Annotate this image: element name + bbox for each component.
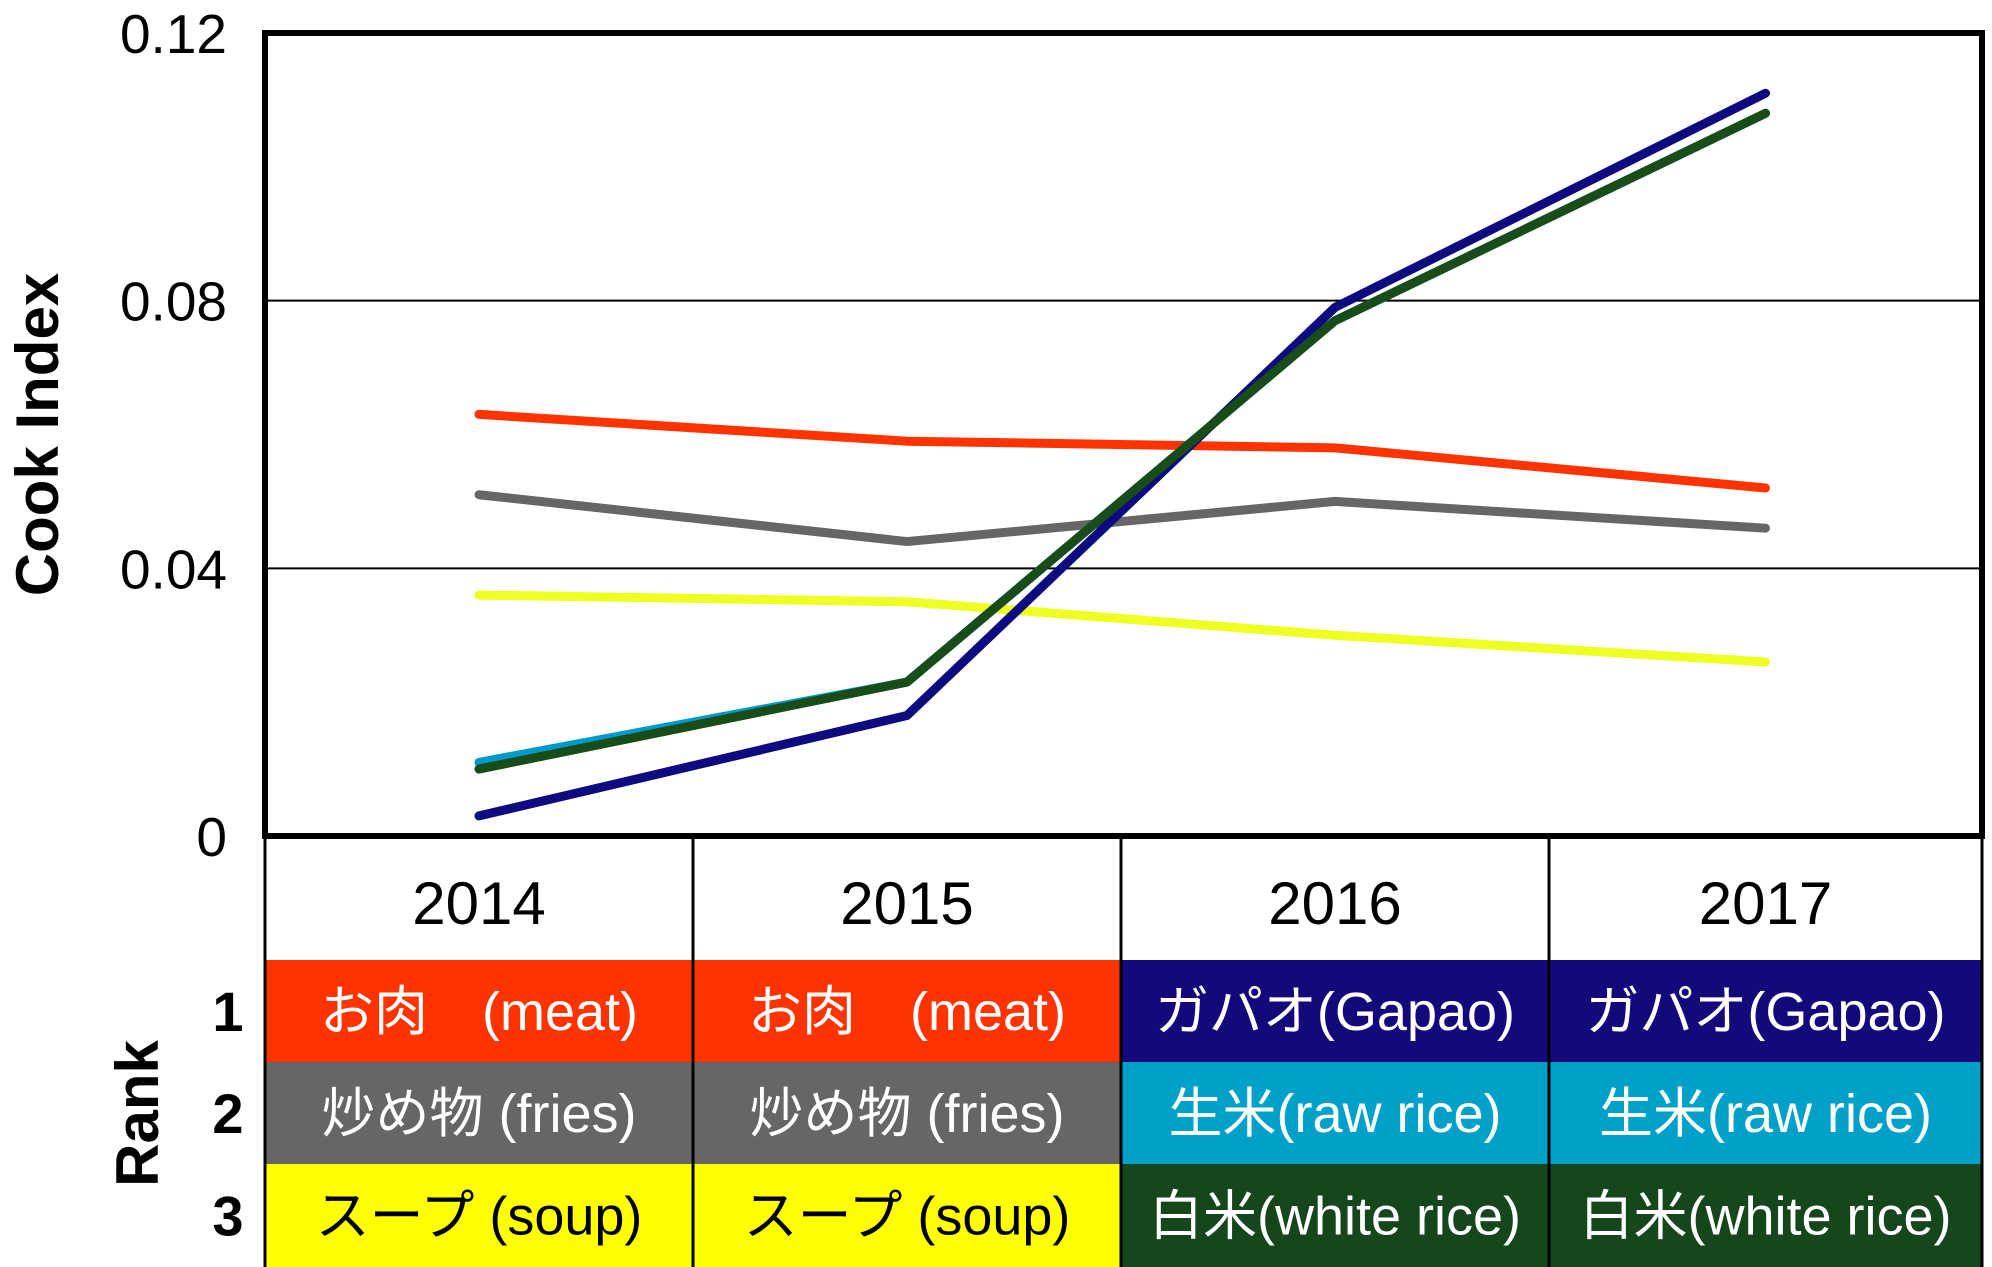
series-line-3 <box>474 590 1770 667</box>
rank-number: 3 <box>212 1185 243 1248</box>
rank-cell <box>265 1164 693 1267</box>
rank-cell-label: お肉 (meat) <box>748 982 1066 1042</box>
rank-cell-label: 炒め物 (fries) <box>322 1084 637 1144</box>
rank-cell-label: 生米(raw rice) <box>1169 1084 1502 1144</box>
rank-table: 2014 2015 2016 2017 お肉 (meat) お肉 (meat) ガパオ(Ga… <box>212 836 1984 1267</box>
rank-cell <box>1121 1062 1549 1164</box>
rank-cell-label: お肉 (meat) <box>320 982 638 1042</box>
rank-cell-label: スープ (soup) <box>744 1187 1071 1247</box>
grid-lines <box>265 299 1982 570</box>
rank-cell-label: ガパオ(Gapao) <box>1585 982 1945 1042</box>
rank-cell <box>265 960 693 1062</box>
rank-cell <box>1549 960 1982 1062</box>
series-line-2 <box>474 490 1770 547</box>
y-tick-label: 0.12 <box>120 3 227 65</box>
rank-cell <box>693 1164 1121 1267</box>
rank-number: 1 <box>212 980 243 1043</box>
rank-cell-label: スープ (soup) <box>316 1187 643 1247</box>
y-tick-label: 0.08 <box>120 271 227 333</box>
rank-cell-label: 白米(white rice) <box>1149 1187 1521 1247</box>
year-label: 2016 <box>1268 870 1401 937</box>
rank-cell <box>1121 1164 1549 1267</box>
year-label: 2014 <box>412 870 545 937</box>
rank-number: 2 <box>212 1082 243 1145</box>
rank-cell-label: 生米(raw rice) <box>1599 1084 1932 1144</box>
series-line-5 <box>474 88 1770 821</box>
rank-cell <box>693 960 1121 1062</box>
rank-cell-label: 炒め物 (fries) <box>750 1084 1065 1144</box>
plot-frame <box>262 30 1985 839</box>
series-line-1 <box>474 409 1770 493</box>
year-label: 2017 <box>1699 870 1832 937</box>
series-lines <box>474 88 1770 821</box>
rank-cell-label: ガパオ(Gapao) <box>1155 982 1515 1042</box>
rank-cell <box>693 1062 1121 1164</box>
rank-cell <box>265 1062 693 1164</box>
rank-axis-label: Rank <box>104 1040 171 1187</box>
y-tick-label: 0 <box>196 806 227 868</box>
rank-cell <box>1121 960 1549 1062</box>
rank-cell-label: 白米(white rice) <box>1579 1187 1951 1247</box>
y-tick-label: 0.04 <box>120 538 227 600</box>
series-line-6 <box>474 108 1770 774</box>
rank-cell <box>1549 1062 1982 1164</box>
y-axis-label: Cook Index <box>4 273 71 596</box>
y-tick-labels: 0 0.04 0.08 0.12 <box>120 3 227 868</box>
year-label: 2015 <box>840 870 973 937</box>
rank-cell <box>1549 1164 1982 1267</box>
